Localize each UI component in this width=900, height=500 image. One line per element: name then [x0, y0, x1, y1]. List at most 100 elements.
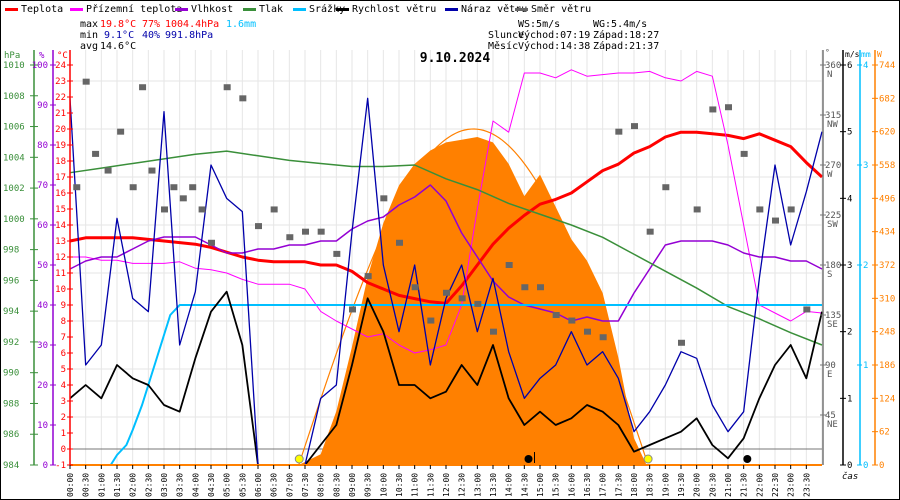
solar-tick-label: 620	[879, 128, 895, 138]
chart-title: 9.10.2024	[420, 51, 491, 66]
temperature-tick-label: 0	[61, 445, 66, 455]
x-tick-label: 03:00	[160, 473, 169, 497]
wind-dir-tick-label: 45	[825, 411, 836, 421]
x-tick-label: 22:30	[771, 473, 780, 497]
x-tick-label: 08:00	[317, 473, 326, 497]
x-axis-label: čas	[842, 471, 858, 482]
x-tick-label: 13:30	[489, 473, 498, 497]
wind-dir-point	[756, 206, 764, 213]
legend-label: Tlak	[259, 4, 283, 15]
temperature-tick-label: 12	[55, 253, 66, 263]
wind-dir-compass-label: N	[827, 70, 832, 80]
wind-dir-point	[537, 284, 544, 291]
wind-dir-compass-label: SW	[827, 220, 838, 230]
temperature-tick-label: 9	[61, 301, 66, 311]
wind-dir-point	[286, 234, 294, 241]
solar-tick-label: 310	[879, 294, 895, 304]
moonrise-marker	[524, 455, 533, 463]
temperature-tick-label: 18	[55, 157, 66, 167]
info-sun-label: Slunce	[488, 30, 524, 41]
legend-swatch	[293, 8, 306, 11]
wind-dir-point	[302, 228, 309, 235]
stat-max-temp: 19.8°C	[100, 19, 136, 30]
solar-unit: W	[877, 50, 882, 59]
info-moon-label: Měsíc	[488, 40, 518, 52]
solar-tick-label: 186	[879, 361, 895, 371]
rain-tick-label: 0	[863, 461, 868, 471]
x-tick-label: 12:00	[442, 473, 451, 497]
humidity-tick-label: 0	[43, 461, 48, 471]
temperature-tick-label: 16	[55, 189, 66, 199]
wind-dir-point	[787, 206, 795, 213]
x-tick-label: 10:00	[379, 473, 388, 497]
wind-dir-point	[148, 167, 156, 174]
solar-tick-label: 248	[879, 328, 895, 338]
legend-swatch	[445, 8, 458, 11]
x-tick-label: 04:00	[191, 473, 200, 497]
series-srážky	[70, 304, 822, 466]
x-tick-label: 05:30	[238, 473, 247, 497]
wind-dir-point	[803, 306, 811, 313]
wind-dir-compass-label: W	[827, 170, 833, 180]
temperature-tick-label: 2	[61, 413, 66, 423]
x-tick-label: 19:00	[661, 473, 670, 497]
wind-dir-point	[82, 78, 90, 85]
temperature-tick-label: 11	[55, 269, 66, 279]
x-tick-label: 02:30	[144, 473, 153, 497]
x-tick-label: 14:30	[520, 473, 529, 497]
pressure-tick-label: 988	[3, 399, 19, 409]
solar-tick-label: 558	[879, 161, 895, 171]
wind-dir-point	[740, 150, 748, 157]
legend-label: Teplota	[21, 4, 63, 15]
solar-tick-label: 496	[879, 194, 895, 204]
sunrise-marker	[294, 454, 304, 464]
stat-min-temp: 9.1°C	[104, 30, 134, 41]
wind-dir-point	[364, 273, 372, 280]
humidity-tick-label: 30	[37, 341, 48, 351]
series-tlak	[69, 150, 823, 346]
x-tick-label: 01:00	[97, 473, 106, 497]
wind-dir-unit: °	[825, 48, 830, 57]
info-ws: WS:5m/s	[518, 19, 560, 30]
axes: hPa9849869889909929949969981000100210041…	[3, 48, 895, 497]
temperature-tick-label: 10	[55, 285, 66, 295]
x-tick-label: 02:00	[129, 473, 138, 497]
wind-dir-point	[505, 262, 513, 268]
wind-speed-tick-label: 2	[847, 328, 852, 338]
wind-dir-point	[129, 184, 137, 191]
humidity-tick-label: 10	[37, 421, 48, 431]
solar-tick-label: 372	[879, 261, 895, 271]
wind-dir-point	[396, 239, 403, 246]
series-přízemní-teplota	[70, 69, 823, 354]
wind-speed-tick-label: 5	[847, 128, 852, 138]
x-tick-label: 17:30	[614, 473, 623, 497]
wind-dir-tick-label: 270	[825, 161, 841, 171]
wind-dir-point	[139, 84, 147, 91]
wind-speed-tick-label: 6	[847, 61, 852, 71]
wind-dir-point	[92, 150, 100, 157]
info-moon-set: Západ:21:37	[593, 40, 659, 52]
x-tick-label: 07:00	[285, 473, 294, 497]
stat-avg-temp: 14.6°C	[100, 41, 136, 52]
humidity-tick-label: 50	[37, 261, 48, 271]
wind-dir-point	[239, 95, 247, 102]
humidity-tick-label: 80	[37, 141, 48, 151]
temperature-tick-label: 1	[61, 429, 66, 439]
wind-dir-point	[223, 84, 231, 91]
wind-dir-point	[380, 195, 388, 202]
x-tick-label: 08:30	[332, 473, 341, 497]
wind-dir-point	[208, 239, 215, 246]
wind-dir-point	[646, 228, 654, 235]
humidity-unit: %	[39, 51, 45, 61]
x-tick-label: 21:30	[740, 473, 749, 497]
x-tick-label: 15:00	[536, 473, 545, 497]
x-tick-label: 06:00	[254, 473, 263, 497]
x-tick-label: 00:00	[66, 473, 75, 497]
pressure-tick-label: 984	[3, 461, 19, 471]
pressure-tick-label: 1002	[3, 184, 25, 194]
temperature-tick-label: 4	[61, 381, 66, 391]
x-tick-label: 20:30	[708, 473, 717, 497]
wind-dir-compass-label: E	[827, 370, 832, 380]
stat-min-label: min	[80, 30, 98, 41]
